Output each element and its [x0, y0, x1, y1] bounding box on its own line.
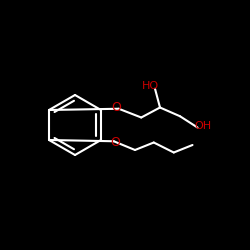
Text: O: O	[111, 101, 121, 114]
Text: O: O	[110, 136, 120, 149]
Text: HO: HO	[142, 81, 159, 91]
Text: OH: OH	[194, 121, 212, 131]
